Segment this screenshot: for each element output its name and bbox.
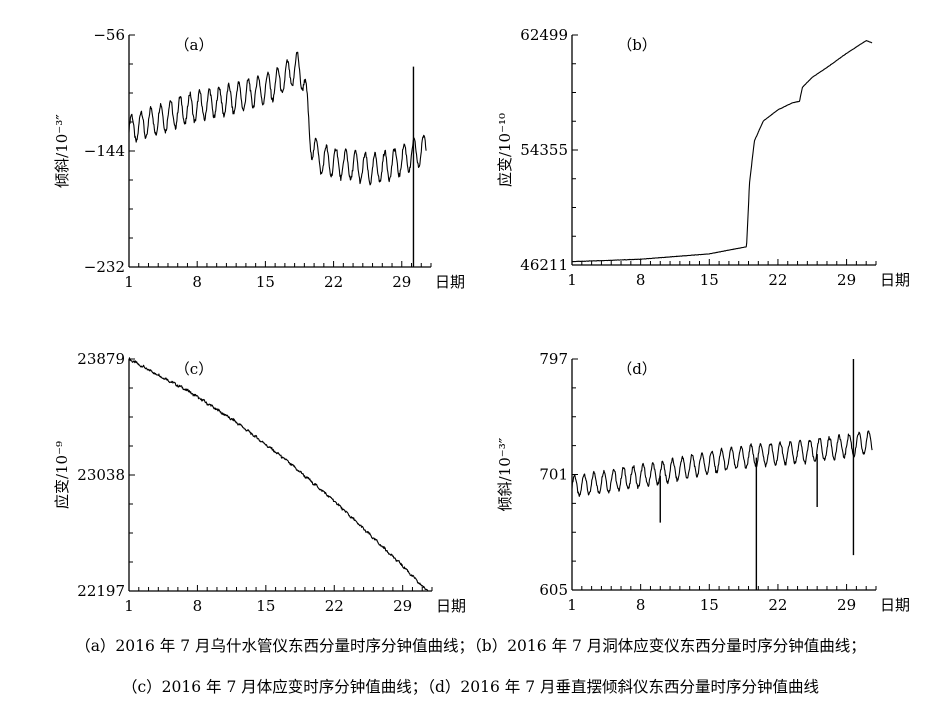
series-line-c xyxy=(128,357,429,592)
y-axis-label: 应变/10⁻⁹ xyxy=(53,441,71,509)
y-tick-label: 22197 xyxy=(77,582,125,600)
y-tick-label: 23038 xyxy=(77,466,125,484)
figure-caption-line-2: （c）2016 年 7 月体应变时序分钟值曲线；（d）2016 年 7 月垂直摆… xyxy=(121,678,820,696)
x-tick-label: 29 xyxy=(393,597,412,615)
x-tick-label: 1 xyxy=(124,597,134,615)
y-tick-label: 54355 xyxy=(520,141,568,159)
chart-panel-b: 1 8 15 22 29 日期 46211 54355 62499 应变/10⁻¹⁰ （b） xyxy=(496,26,910,289)
x-axis-label: 日期 xyxy=(435,273,465,291)
y-tick-label: 62499 xyxy=(520,26,568,44)
series-line-a xyxy=(128,51,427,186)
x-tick-label: 22 xyxy=(325,597,344,615)
chart-panel-c: 1 8 15 22 29 日期 22197 23038 23879 应变/10⁻⁹ （c） xyxy=(53,350,466,615)
panel-label: （a） xyxy=(175,36,214,54)
x-axis-label: 日期 xyxy=(880,596,910,614)
x-tick-label: 8 xyxy=(636,271,646,289)
x-tick-label: 1 xyxy=(567,596,577,614)
x-tick-label: 15 xyxy=(700,596,719,614)
y-tick-label: 605 xyxy=(539,581,568,599)
y-tick-label: 797 xyxy=(539,350,568,368)
x-tick-label: 15 xyxy=(700,271,719,289)
x-tick-label: 29 xyxy=(392,273,411,291)
x-tick-label: 29 xyxy=(837,271,856,289)
panel-label: （c） xyxy=(175,360,213,378)
x-tick-label: 22 xyxy=(768,271,787,289)
x-tick-label: 8 xyxy=(636,596,646,614)
y-tick-label: −56 xyxy=(93,26,125,44)
x-axis-label: 日期 xyxy=(436,597,466,615)
x-tick-label: 8 xyxy=(192,273,202,291)
x-tick-label: 1 xyxy=(567,271,577,289)
x-tick-label: 22 xyxy=(324,273,343,291)
x-tick-label: 1 xyxy=(124,273,134,291)
x-tick-label: 29 xyxy=(837,596,856,614)
y-tick-label: 46211 xyxy=(520,256,568,274)
x-tick-label: 15 xyxy=(256,597,275,615)
y-tick-label: −144 xyxy=(84,142,125,160)
y-tick-label: 701 xyxy=(539,466,568,484)
chart-panel-d: 1 8 15 22 29 日期 605 701 797 倾斜/10⁻³″ （d） xyxy=(496,350,910,614)
y-axis-label: 应变/10⁻¹⁰ xyxy=(496,113,514,187)
x-axis-label: 日期 xyxy=(880,271,910,289)
chart-panel-a: 1 8 15 22 29 日期 −232 −144 −56 倾斜/10⁻³″ （a） xyxy=(53,26,465,291)
y-tick-label: 23879 xyxy=(77,350,125,368)
x-tick-label: 15 xyxy=(256,273,275,291)
panel-label: （b） xyxy=(617,36,657,54)
panel-label: （d） xyxy=(617,360,657,378)
y-tick-label: −232 xyxy=(84,258,125,276)
series-line-b xyxy=(571,40,873,263)
figure-caption-line-1: （a）2016 年 7 月乌什水管仪东西分量时序分钟值曲线；（b）2016 年 … xyxy=(75,637,866,655)
y-axis-label: 倾斜/10⁻³″ xyxy=(53,114,71,188)
y-axis-label: 倾斜/10⁻³″ xyxy=(496,437,514,511)
series-line-d xyxy=(571,430,873,497)
x-tick-label: 22 xyxy=(768,596,787,614)
x-tick-label: 8 xyxy=(193,597,203,615)
